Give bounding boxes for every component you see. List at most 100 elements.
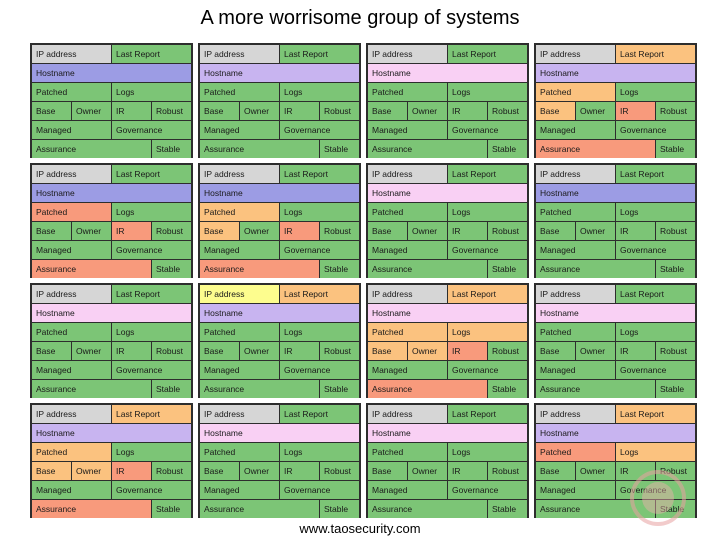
owner-cell: Owner xyxy=(240,342,280,360)
card-row: IP address Last Report xyxy=(368,45,527,63)
card-row: Base Owner IR Robust xyxy=(368,342,527,360)
card-row: Assurance Stable xyxy=(32,140,191,158)
ip-address-cell: IP address xyxy=(368,165,448,183)
owner-cell: Owner xyxy=(72,222,112,240)
managed-cell: Managed xyxy=(368,241,448,259)
system-card: IP address Last Report Hostname Patched Logs… xyxy=(366,163,529,278)
hostname-cell: Hostname xyxy=(536,64,695,82)
governance-cell: Governance xyxy=(280,241,359,259)
last-report-cell: Last Report xyxy=(616,405,695,423)
card-row: Patched Logs xyxy=(536,443,695,461)
owner-cell: Owner xyxy=(576,462,616,480)
card-row: Hostname xyxy=(200,304,359,322)
base-cell: Base xyxy=(368,102,408,120)
card-row: Patched Logs xyxy=(200,323,359,341)
card-row: Patched Logs xyxy=(368,83,527,101)
logs-cell: Logs xyxy=(280,323,359,341)
governance-cell: Governance xyxy=(112,361,191,379)
card-row: Base Owner IR Robust xyxy=(368,222,527,240)
last-report-cell: Last Report xyxy=(616,45,695,63)
assurance-cell: Assurance xyxy=(368,140,488,158)
card-row: IP address Last Report xyxy=(200,405,359,423)
card-row: Assurance Stable xyxy=(536,380,695,398)
hostname-cell: Hostname xyxy=(368,304,527,322)
patched-cell: Patched xyxy=(32,83,112,101)
logs-cell: Logs xyxy=(616,323,695,341)
ir-cell: IR xyxy=(280,102,320,120)
governance-cell: Governance xyxy=(616,121,695,139)
hostname-cell: Hostname xyxy=(368,64,527,82)
card-row: IP address Last Report xyxy=(200,45,359,63)
assurance-cell: Assurance xyxy=(536,380,656,398)
assurance-cell: Assurance xyxy=(368,380,488,398)
system-card: IP address Last Report Hostname Patched Logs… xyxy=(198,163,361,278)
logs-cell: Logs xyxy=(112,83,191,101)
card-row: IP address Last Report xyxy=(368,165,527,183)
card-row: IP address Last Report xyxy=(536,45,695,63)
ir-cell: IR xyxy=(112,342,152,360)
robust-cell: Robust xyxy=(152,342,191,360)
card-row: Hostname xyxy=(32,304,191,322)
governance-cell: Governance xyxy=(448,121,527,139)
patched-cell: Patched xyxy=(200,83,280,101)
assurance-cell: Assurance xyxy=(32,380,152,398)
system-card: IP address Last Report Hostname Patched Logs… xyxy=(30,283,193,398)
base-cell: Base xyxy=(200,342,240,360)
logs-cell: Logs xyxy=(280,443,359,461)
ir-cell: IR xyxy=(280,342,320,360)
card-row: Patched Logs xyxy=(536,83,695,101)
hostname-cell: Hostname xyxy=(200,424,359,442)
card-row: Managed Governance xyxy=(200,481,359,499)
stable-cell: Stable xyxy=(488,260,527,278)
card-row: Hostname xyxy=(536,424,695,442)
card-row: Hostname xyxy=(200,184,359,202)
card-row: IP address Last Report xyxy=(536,405,695,423)
base-cell: Base xyxy=(200,102,240,120)
ir-cell: IR xyxy=(448,462,488,480)
stable-cell: Stable xyxy=(656,500,695,518)
robust-cell: Robust xyxy=(488,222,527,240)
managed-cell: Managed xyxy=(32,241,112,259)
system-card: IP address Last Report Hostname Patched Logs… xyxy=(366,283,529,398)
card-row: Managed Governance xyxy=(536,241,695,259)
system-card: IP address Last Report Hostname Patched Logs… xyxy=(534,283,697,398)
base-cell: Base xyxy=(536,462,576,480)
system-card: IP address Last Report Hostname Patched Logs… xyxy=(30,43,193,158)
card-row: Patched Logs xyxy=(368,323,527,341)
hostname-cell: Hostname xyxy=(536,184,695,202)
card-row: Assurance Stable xyxy=(536,260,695,278)
base-cell: Base xyxy=(536,102,576,120)
ip-address-cell: IP address xyxy=(200,45,280,63)
stable-cell: Stable xyxy=(488,500,527,518)
last-report-cell: Last Report xyxy=(448,405,527,423)
card-row: Hostname xyxy=(368,64,527,82)
managed-cell: Managed xyxy=(368,121,448,139)
card-row: IP address Last Report xyxy=(32,165,191,183)
card-row: Managed Governance xyxy=(368,241,527,259)
card-row: Hostname xyxy=(536,184,695,202)
governance-cell: Governance xyxy=(280,361,359,379)
card-row: Hostname xyxy=(536,304,695,322)
card-row: Assurance Stable xyxy=(200,380,359,398)
ip-address-cell: IP address xyxy=(368,405,448,423)
patched-cell: Patched xyxy=(200,443,280,461)
last-report-cell: Last Report xyxy=(280,45,359,63)
card-row: Managed Governance xyxy=(32,121,191,139)
logs-cell: Logs xyxy=(448,323,527,341)
card-row: Patched Logs xyxy=(368,443,527,461)
governance-cell: Governance xyxy=(112,121,191,139)
stable-cell: Stable xyxy=(320,380,359,398)
base-cell: Base xyxy=(32,462,72,480)
card-row: Patched Logs xyxy=(32,443,191,461)
ir-cell: IR xyxy=(616,342,656,360)
last-report-cell: Last Report xyxy=(112,285,191,303)
ir-cell: IR xyxy=(280,222,320,240)
logs-cell: Logs xyxy=(448,83,527,101)
page-title: A more worrisome group of systems xyxy=(200,7,520,29)
ir-cell: IR xyxy=(448,342,488,360)
owner-cell: Owner xyxy=(408,342,448,360)
last-report-cell: Last Report xyxy=(448,285,527,303)
card-row: Patched Logs xyxy=(200,203,359,221)
owner-cell: Owner xyxy=(72,342,112,360)
card-row: Managed Governance xyxy=(368,361,527,379)
